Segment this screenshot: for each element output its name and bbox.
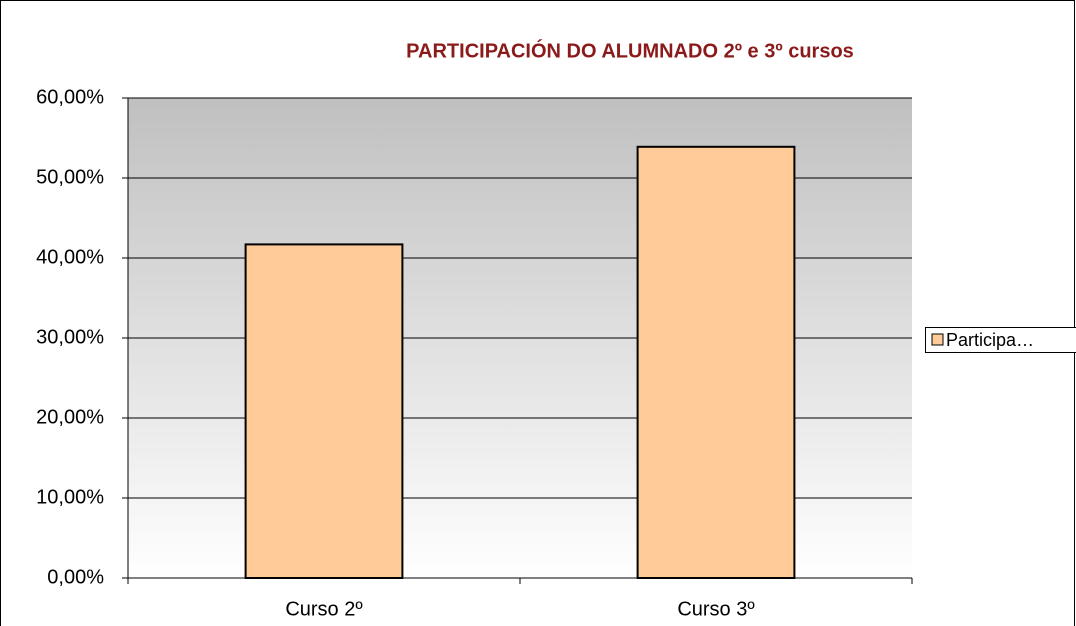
bar: [636, 145, 796, 580]
y-tick-label: 20,00%: [36, 406, 104, 428]
y-tick-label: 30,00%: [36, 326, 104, 348]
x-tick-label: Curso 2º: [285, 598, 363, 620]
chart-title: PARTICIPACIÓN DO ALUMNADO 2º e 3º cursos: [406, 38, 854, 62]
legend-box: [925, 327, 1076, 353]
y-tick-label: 10,00%: [36, 486, 104, 508]
y-tick-label: 60,00%: [36, 86, 104, 108]
legend-label: Participa…: [946, 330, 1034, 350]
legend-swatch: [931, 333, 944, 346]
y-tick-label: 40,00%: [36, 246, 104, 268]
bar: [244, 243, 404, 579]
y-tick-label: 50,00%: [36, 166, 104, 188]
y-tick-label: 0,00%: [47, 566, 104, 588]
x-tick-label: Curso 3º: [677, 598, 755, 620]
